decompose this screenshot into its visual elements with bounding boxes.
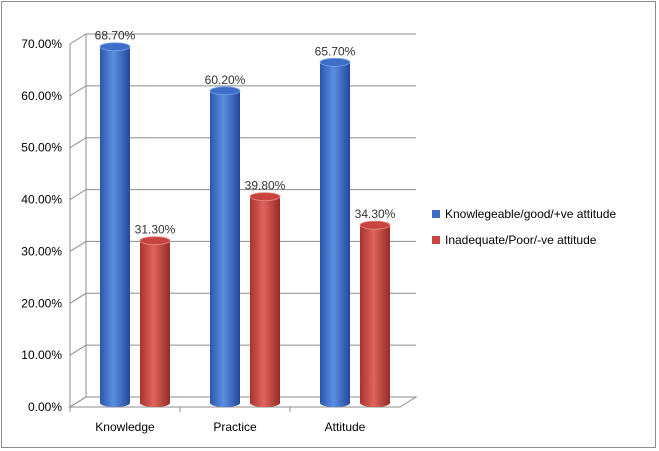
bar	[139, 236, 171, 407]
data-label: 68.70%	[95, 29, 136, 43]
legend-swatch	[432, 236, 440, 244]
bar	[249, 192, 281, 407]
bar	[359, 220, 391, 407]
bar	[209, 86, 241, 407]
y-tick-label: 20.00%	[21, 296, 62, 310]
y-tick-label: 50.00%	[21, 141, 62, 155]
data-label: 60.20%	[205, 73, 246, 87]
axis-layer: 0.00% 10.00% 20.00% 30.00% 40.00% 50.00% 60.00…	[21, 34, 418, 434]
y-tick-label: 10.00%	[21, 348, 62, 362]
y-tick-label: 0.00%	[28, 400, 62, 414]
bar	[99, 42, 131, 408]
data-label: 34.30%	[355, 207, 396, 221]
y-tick-label: 70.00%	[21, 37, 62, 51]
legend: Knowlegeable/good/+ve attitude Inadequate…	[432, 207, 616, 247]
bar-layer	[99, 42, 391, 408]
label-layer: 68.70% 31.30% 60.20% 39.80% 65.70% 34.30%	[95, 29, 396, 237]
x-tick-label: Knowledge	[95, 420, 155, 434]
x-tick-label: Attitude	[325, 420, 366, 434]
data-label: 65.70%	[315, 44, 356, 58]
data-label: 39.80%	[245, 179, 286, 193]
y-tick-label: 60.00%	[21, 89, 62, 103]
data-label: 31.30%	[135, 223, 176, 237]
legend-label: Inadequate/Poor/-ve attitude	[445, 233, 597, 247]
legend-label: Knowlegeable/good/+ve attitude	[445, 207, 616, 221]
y-tick-label: 40.00%	[21, 193, 62, 207]
legend-swatch	[432, 210, 440, 218]
bar	[319, 57, 351, 407]
y-tick-label: 30.00%	[21, 244, 62, 258]
x-tick-label: Practice	[213, 420, 257, 434]
